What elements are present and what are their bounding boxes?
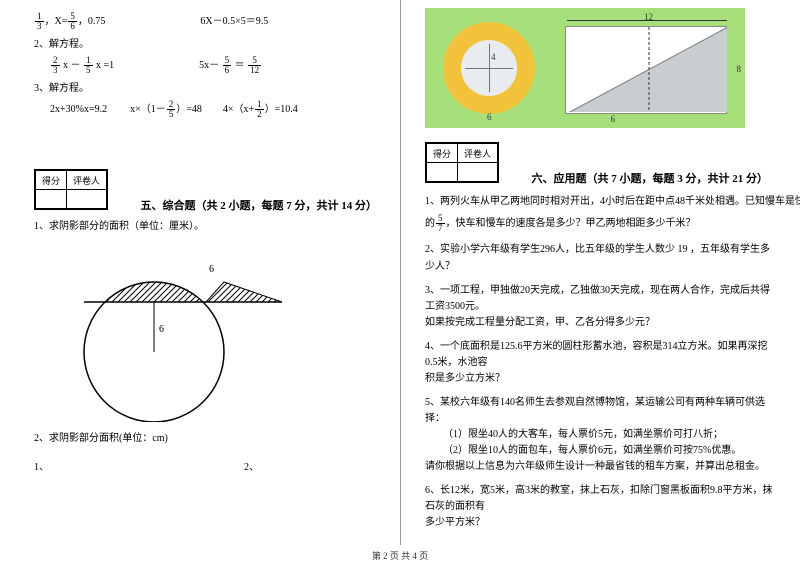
annulus-D-label: 6 (487, 112, 492, 122)
frac-1-5: 15 (84, 56, 93, 75)
eq-line-1: 13，X=56，0.75 6X－0.5×5＝9.5 (34, 12, 380, 31)
q2-title: 2、解方程。 (34, 37, 380, 52)
grader-label: 评卷人 (67, 171, 107, 190)
section-6-title: 六、应用题（共 7 小题，每题 3 分，共计 21 分） (532, 170, 769, 186)
text: （1）限坐40人的大客车，每人票价5元，如满坐票价可打八折； (443, 427, 774, 443)
annulus-v-line (489, 44, 490, 92)
fig1-w-label: 6 (209, 264, 214, 275)
q6-5: 5、某校六年级有140名师生去参观自然博物馆，某运输公司有两种车辆可供选择： （… (425, 395, 774, 475)
q6-3: 3、一项工程，甲独做20天完成，乙独做30天完成，现在两人合作，完成后共得工资3… (425, 283, 774, 331)
frac-5-12: 512 (248, 56, 261, 75)
sub1: 1、 (34, 462, 49, 473)
annulus-d-label: 4 (491, 52, 496, 62)
score-box-5: 得分评卷人 (34, 169, 108, 210)
frac-5-6b: 56 (223, 56, 232, 75)
q6-6: 6、长12米，宽5米，高3米的教室，抹上石灰，扣除门窗黑板面积9.8平方米，抹石… (425, 483, 774, 531)
page-footer: 第 2 页 共 4 页 (0, 549, 800, 562)
grader-label: 评卷人 (458, 144, 498, 163)
section-5-header: 得分评卷人 五、综合题（共 2 小题，每题 7 分，共计 14 分） (34, 163, 380, 213)
text: ，快车和慢车的速度各是多少？甲乙两地相距多少千米？ (446, 218, 696, 229)
score-label: 得分 (36, 171, 67, 190)
q3-title: 3、解方程。 (34, 81, 380, 96)
text: 如果按完成工程量分配工资，甲、乙各分得多少元？ (425, 315, 774, 331)
frac-1-2: 12 (255, 100, 264, 119)
q5-1: 1、求阴影部分的面积（单位：厘米）。 (34, 219, 380, 234)
frac-2-3: 23 (51, 56, 60, 75)
text: 的 (425, 218, 435, 229)
text: 6X－0.5×5＝9.5 (200, 16, 268, 27)
fig1-r-label: 6 (159, 324, 164, 335)
annulus-outer: 4 (443, 22, 535, 114)
frac-5-7: 57 (436, 214, 445, 233)
sub-labels: 1、 2、 (34, 460, 380, 475)
annulus-inner: 4 (461, 40, 517, 96)
eq3: 2x+30%x=9.2 x×（1－25）=48 4×（x+12）=10.4 (50, 100, 380, 119)
right-column: 4 6 12 8 6 得分评卷人 六、应用题（共 7 小题，每题 3 分，共计 … (400, 0, 800, 545)
text: ）=10.4 (265, 104, 298, 115)
text: 1、两列火车从甲乙两地同时相对开出，4小时后在距中点48千米处相遇。已知慢车是快… (425, 194, 774, 210)
eq2: 23 x － 15 x =1 5x－ 56 ＝ 512 (50, 56, 380, 75)
sub2: 2、 (244, 462, 259, 473)
dim-w-line (567, 20, 727, 21)
text: 积是多少立方米？ (425, 371, 774, 387)
text: x － (63, 60, 81, 71)
text: x×（1－ (130, 104, 166, 115)
frac-1-3: 13 (35, 12, 44, 31)
text: 5x－ (199, 60, 219, 71)
dim-h: 8 (737, 64, 742, 74)
text: 5、某校六年级有140名师生去参观自然博物馆，某运输公司有两种车辆可供选择： (425, 395, 774, 427)
frac-5-6: 56 (68, 12, 77, 31)
q5-2: 2、求阴影部分面积(单位：cm) (34, 431, 380, 446)
text: ）=48 (176, 104, 202, 115)
text: ，0.75 (78, 16, 106, 27)
score-box-6: 得分评卷人 (425, 142, 499, 183)
text: 3、一项工程，甲独做20天完成，乙独做30天完成，现在两人合作，完成后共得工资3… (425, 283, 774, 315)
frac-2-5: 25 (167, 100, 176, 119)
text: 2x+30%x=9.2 (50, 104, 107, 115)
text: 多少平方米？ (425, 515, 774, 531)
text: 请你根据以上信息为六年级师生设计一种最省钱的租车方案，并算出总租金。 (425, 459, 774, 475)
text: x =1 (96, 60, 114, 71)
text: （2）限坐10人的面包车，每人票价6元，如满坐票价可按75%优惠。 (443, 443, 774, 459)
text: 6、长12米，宽5米，高3米的教室，抹上石灰，扣除门窗黑板面积9.8平方米，抹石… (425, 483, 774, 515)
text: ，X= (45, 16, 68, 27)
q6-4: 4、一个底面积是125.6平方米的圆柱形蓄水池，容积是314立方米。如果再深挖0… (425, 339, 774, 387)
score-label: 得分 (427, 144, 458, 163)
section-5-title: 五、综合题（共 2 小题，每题 7 分，共计 14 分） (141, 197, 378, 213)
left-column: 13，X=56，0.75 6X－0.5×5＝9.5 2、解方程。 23 x － … (0, 0, 400, 545)
text: 4×（x+ (223, 104, 254, 115)
text: 4、一个底面积是125.6平方米的圆柱形蓄水池，容积是314立方米。如果再深挖0… (425, 339, 774, 371)
q6-2: 2、实验小学六年级有学生296人，比五年级的学生人数少 19 ，五年级有学生多少… (425, 241, 774, 275)
rect-svg (567, 26, 727, 112)
green-figure: 4 6 12 8 6 (425, 8, 745, 128)
dim-inner: 6 (611, 114, 616, 124)
q6-1b: 的57，快车和慢车的速度各是多少？甲乙两地相距多少千米？ (425, 214, 774, 233)
figure-1: 6 6 (64, 242, 380, 425)
text: ＝ (235, 60, 245, 71)
section-6-header: 得分评卷人 六、应用题（共 7 小题，每题 3 分，共计 21 分） (425, 136, 774, 186)
figure-1-svg: 6 6 (64, 242, 284, 422)
q6-1: 1、两列火车从甲乙两地同时相对开出，4小时后在距中点48千米处相遇。已知慢车是快… (425, 194, 774, 233)
